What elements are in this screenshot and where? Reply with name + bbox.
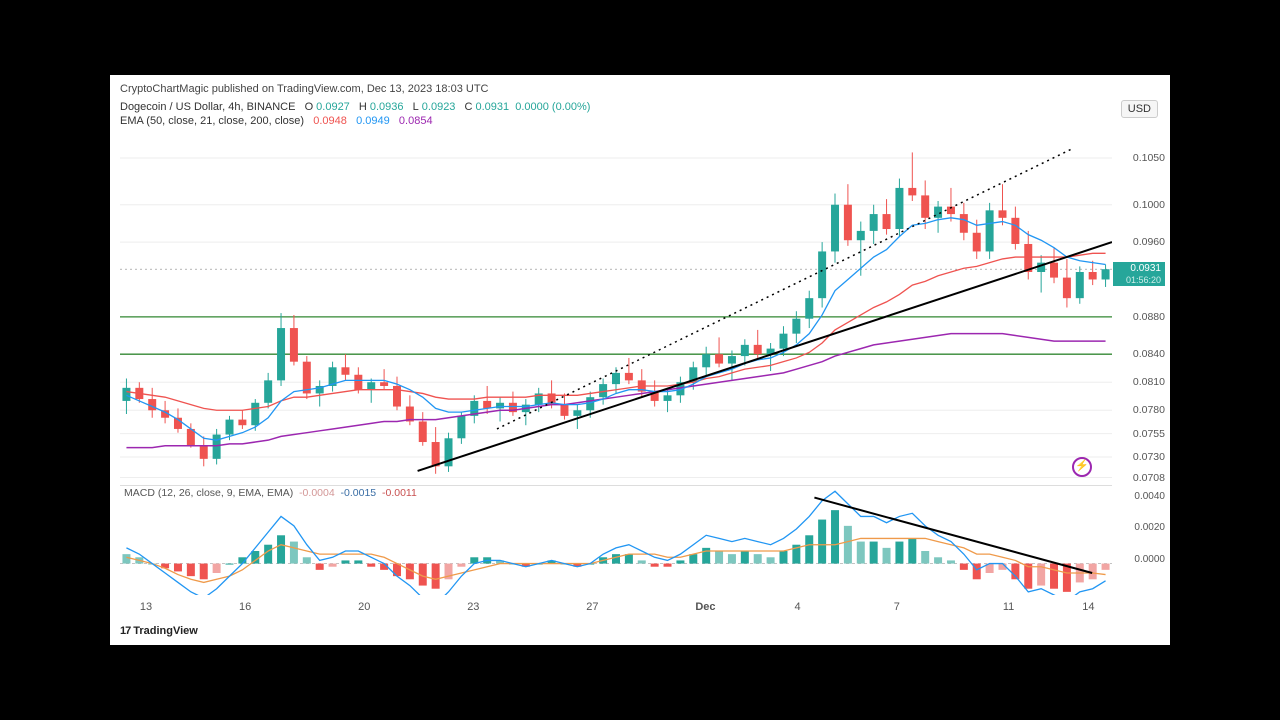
ohlc-low: 0.0923 xyxy=(422,101,456,113)
symbol-row: Dogecoin / US Dollar, 4h, BINANCE O0.092… xyxy=(120,101,593,113)
tradingview-logo[interactable]: 17TradingView xyxy=(120,625,198,637)
price-axis[interactable]: 0.10500.10000.09600.08800.08400.08100.07… xyxy=(1117,130,1165,485)
ema-val-50: 0.0948 xyxy=(313,115,347,127)
ema-label: EMA (50, close, 21, close, 200, close) xyxy=(120,115,304,127)
bar-countdown: 01:56:20 xyxy=(1113,274,1165,286)
ohlc-change: 0.0000 (0.00%) xyxy=(515,101,590,113)
ohlc-open: 0.0927 xyxy=(316,101,350,113)
price-chart-panel[interactable]: ⚡ xyxy=(120,130,1112,486)
macd-svg xyxy=(120,485,1112,595)
lightning-icon[interactable]: ⚡ xyxy=(1072,457,1092,477)
macd-axis[interactable]: 0.00400.00200.0000 xyxy=(1117,480,1165,600)
ema-val-21: 0.0949 xyxy=(356,115,390,127)
macd-panel[interactable]: MACD (12, 26, close, 9, EMA, EMA) -0.000… xyxy=(120,485,1112,595)
currency-badge[interactable]: USD xyxy=(1121,100,1158,118)
macd-label-row: MACD (12, 26, close, 9, EMA, EMA) -0.000… xyxy=(124,487,417,499)
price-chart-svg xyxy=(120,130,1112,485)
ema-row: EMA (50, close, 21, close, 200, close) 0… xyxy=(120,115,433,127)
publisher-info: CryptoChartMagic published on TradingVie… xyxy=(120,83,489,95)
ohlc-close: 0.0931 xyxy=(476,101,510,113)
symbol-name[interactable]: Dogecoin / US Dollar, 4h, BINANCE xyxy=(120,101,295,113)
date-axis[interactable]: 1316202327Dec471114 xyxy=(120,601,1112,617)
chart-frame: CryptoChartMagic published on TradingVie… xyxy=(110,75,1170,645)
ema-val-200: 0.0854 xyxy=(399,115,433,127)
ohlc-high: 0.0936 xyxy=(370,101,404,113)
